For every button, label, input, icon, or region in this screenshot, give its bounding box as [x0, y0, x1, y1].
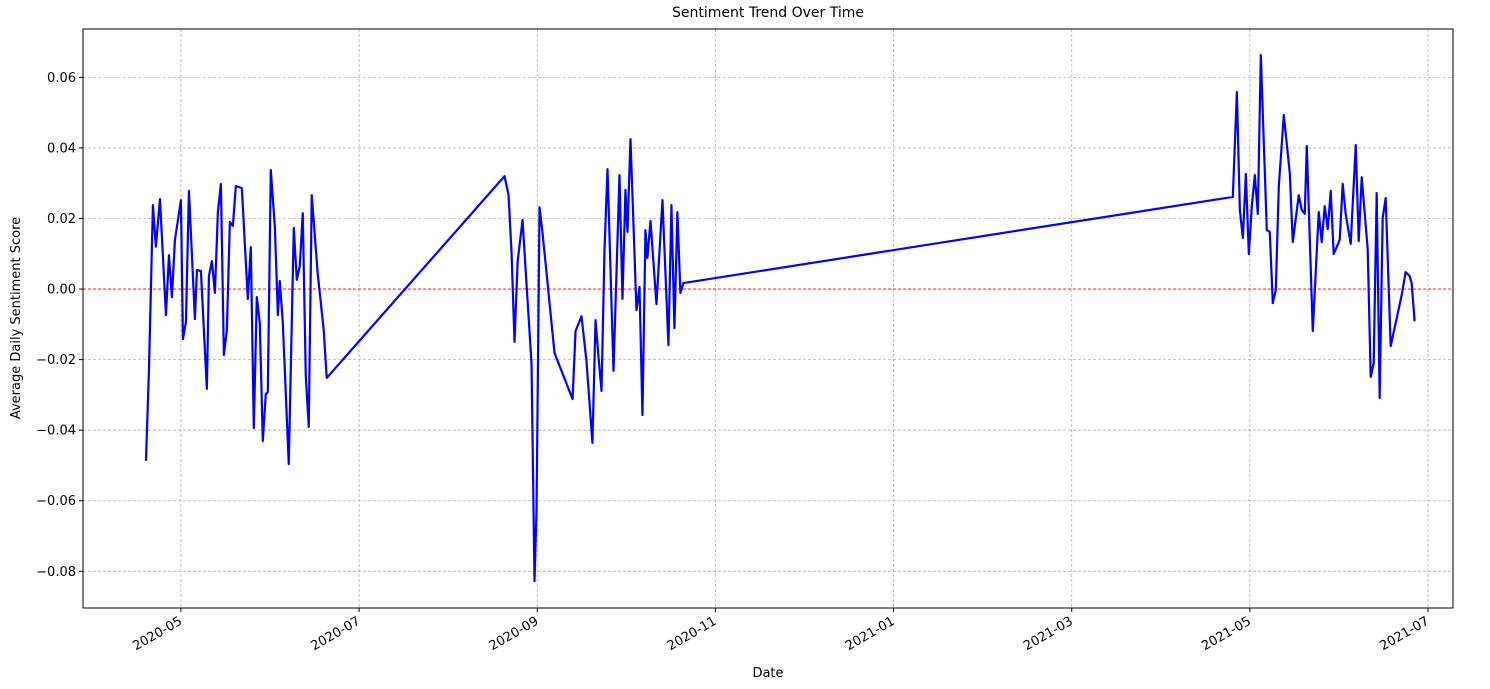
y-tick-label: −0.04 — [36, 424, 76, 439]
x-tick-label: 2021-01 — [843, 614, 898, 654]
y-axis-label: Average Daily Sentiment Score — [9, 217, 24, 419]
x-tick-label: 2021-05 — [1199, 614, 1254, 654]
y-tick-label: −0.02 — [36, 353, 76, 368]
x-tick-label: 2020-09 — [487, 614, 542, 654]
y-tick-label: 0.06 — [47, 71, 76, 86]
x-tick-label: 2020-05 — [130, 614, 185, 654]
y-tick-label: −0.08 — [36, 565, 76, 580]
y-tick-label: −0.06 — [36, 494, 76, 509]
y-tick-label: 0.02 — [47, 212, 76, 227]
y-tick-label: 0.00 — [47, 283, 76, 298]
y-tick-label: 0.04 — [47, 141, 76, 156]
plot-frame — [82, 28, 1454, 609]
x-tick-label: 2020-11 — [665, 614, 720, 654]
x-tick-label: 2021-03 — [1021, 614, 1076, 654]
x-axis-label: Date — [752, 666, 783, 681]
chart-title: Sentiment Trend Over Time — [672, 5, 864, 21]
data-line — [144, 54, 1416, 583]
x-tick-label: 2020-07 — [309, 614, 364, 654]
x-tick-label: 2021-07 — [1377, 614, 1432, 654]
